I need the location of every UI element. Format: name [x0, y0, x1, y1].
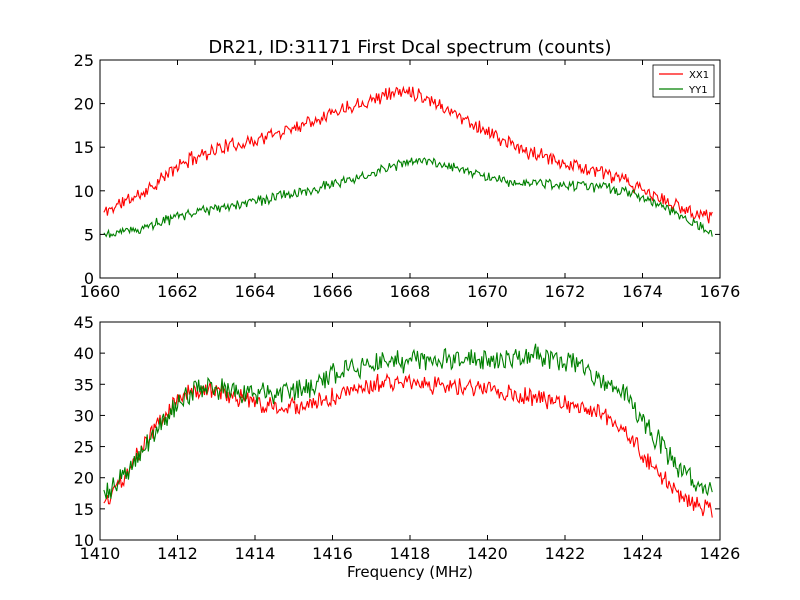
- top-x-tick-label-1674: 1674: [622, 282, 663, 301]
- top-y-tick-label-20: 20: [74, 95, 94, 114]
- top-x-tick-label-1672: 1672: [545, 282, 586, 301]
- bottom-y-tick-label-35: 35: [74, 375, 94, 394]
- bottom-series-green-line: [103, 343, 713, 500]
- top-series-xx1-line: [103, 85, 713, 224]
- bottom-x-tick-label-1424: 1424: [622, 544, 663, 563]
- bottom-y-tick-label-15: 15: [74, 500, 94, 519]
- x-axis-label: Frequency (MHz): [347, 563, 473, 581]
- bottom-y-tick-label-20: 20: [74, 469, 94, 488]
- bottom-y-tick-label-45: 45: [74, 313, 94, 332]
- bottom-x-tick-label-1412: 1412: [157, 544, 198, 563]
- bottom-x-tick-label-1420: 1420: [467, 544, 508, 563]
- bottom-x-tick-label-1410: 1410: [80, 544, 121, 563]
- legend-label-yy1: YY1: [688, 85, 708, 96]
- bottom-ticks: 1410 1412 1414 1416 1418 1420 1422 1424 1426 10 15…: [74, 313, 741, 563]
- top-y-tick-label-25: 25: [74, 51, 94, 70]
- bottom-series-group: [103, 343, 713, 518]
- top-x-tick-label-1670: 1670: [467, 282, 508, 301]
- bottom-plot-area: [100, 322, 720, 540]
- bottom-x-tick-label-1426: 1426: [700, 544, 741, 563]
- bottom-x-tick-label-1422: 1422: [545, 544, 586, 563]
- bottom-y-tick-label-30: 30: [74, 406, 94, 425]
- top-y-tick-label-10: 10: [74, 182, 94, 201]
- top-x-tick-label-1676: 1676: [700, 282, 741, 301]
- top-x-tick-label-1668: 1668: [390, 282, 431, 301]
- top-ticks: 1660 1662 1664 1666 1668 1670 1672 1674 1676 0 5 10…: [74, 51, 741, 301]
- chart-title: DR21, ID:31171 First Dcal spectrum (coun…: [208, 37, 611, 58]
- top-x-tick-label-1664: 1664: [235, 282, 276, 301]
- bottom-x-tick-label-1416: 1416: [312, 544, 353, 563]
- top-series-yy1-line: [103, 157, 713, 238]
- top-y-tick-label-5: 5: [84, 225, 94, 244]
- bottom-panel: 1410 1412 1414 1416 1418 1420 1422 1424 1426 10 15…: [74, 313, 741, 563]
- bottom-y-tick-label-40: 40: [74, 344, 94, 363]
- top-y-tick-label-15: 15: [74, 138, 94, 157]
- top-panel: 1660 1662 1664 1666 1668 1670 1672 1674 1676 0 5 10…: [74, 51, 741, 301]
- legend-label-xx1: XX1: [689, 70, 709, 81]
- top-x-tick-label-1666: 1666: [312, 282, 353, 301]
- top-y-tick-label-0: 0: [84, 269, 94, 288]
- top-x-tick-label-1662: 1662: [157, 282, 198, 301]
- bottom-x-tick-label-1418: 1418: [390, 544, 431, 563]
- top-x-tick-label-1660: 1660: [80, 282, 121, 301]
- bottom-y-tick-label-25: 25: [74, 438, 94, 457]
- bottom-x-tick-label-1414: 1414: [235, 544, 276, 563]
- legend-box: [652, 64, 715, 98]
- bottom-y-tick-label-10: 10: [74, 531, 94, 550]
- top-series-group: [103, 85, 713, 238]
- legend: XX1 YY1: [652, 64, 715, 98]
